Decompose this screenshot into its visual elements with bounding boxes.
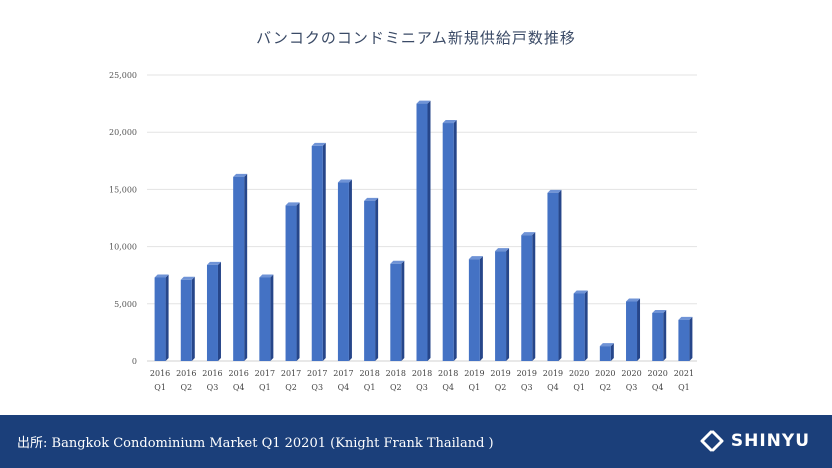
x-tick-year: 2016 [202,369,222,378]
bar [154,274,169,361]
y-tick-label: 25,000 [109,71,137,80]
bar [311,142,326,361]
x-tick-quarter: Q2 [390,383,402,392]
bar [259,274,274,361]
x-tick-year: 2020 [569,369,589,378]
bar [206,261,221,361]
x-tick-quarter: Q1 [259,383,271,392]
x-tick-quarter: Q1 [364,383,376,392]
bar [180,276,195,361]
bar [599,343,614,361]
x-tick-quarter: Q2 [285,383,297,392]
x-tick-quarter: Q2 [600,383,612,392]
x-tick-year: 2017 [307,369,327,378]
x-tick-quarter: Q3 [207,383,219,392]
bar [233,173,248,361]
source-note: 出所: Bangkok Condominium Market Q1 20201 … [17,436,494,451]
bar [285,202,300,361]
x-tick-quarter: Q3 [416,383,428,392]
y-axis-ticks: 0 5,000 10,000 15,000 20,000 25,000 [109,71,137,366]
x-tick-quarter: Q2 [180,383,192,392]
chart-title: バンコクのコンドミニアム新規供給戸数推移 [256,29,576,47]
x-tick-year: 2019 [464,369,484,378]
bar [416,100,431,361]
x-tick-year: 2018 [438,369,458,378]
x-tick-quarter: Q1 [469,383,481,392]
x-tick-year: 2018 [412,369,432,378]
bar [626,298,641,361]
x-tick-year: 2017 [333,369,353,378]
bars [154,100,693,361]
bar [364,197,379,361]
x-tick-quarter: Q1 [154,383,166,392]
bar [678,316,693,361]
x-tick-quarter: Q1 [573,383,585,392]
bar [468,256,483,361]
x-tick-quarter: Q2 [495,383,507,392]
x-tick-year: 2016 [176,369,196,378]
y-tick-label: 20,000 [109,128,137,137]
logo-text: SHINYU [730,431,810,451]
x-tick-year: 2020 [648,369,668,378]
x-tick-quarter: Q4 [547,383,559,392]
bar [573,290,588,361]
y-tick-label: 0 [132,357,137,366]
x-tick-year: 2016 [150,369,170,378]
x-tick-quarter: Q1 [678,383,690,392]
x-tick-quarter: Q4 [233,383,245,392]
x-tick-quarter: Q3 [311,383,323,392]
bar [652,309,667,361]
bar [442,120,457,361]
footer-bar: 出所: Bangkok Condominium Market Q1 20201 … [0,415,832,468]
y-tick-label: 10,000 [109,243,137,252]
y-tick-label: 5,000 [114,300,137,309]
x-tick-year: 2019 [517,369,537,378]
x-tick-year: 2018 [386,369,406,378]
bar [337,179,352,361]
x-tick-year: 2017 [255,369,275,378]
x-tick-year: 2017 [281,369,301,378]
bar [495,248,510,361]
x-tick-quarter: Q4 [442,383,454,392]
x-tick-year: 2021 [674,369,694,378]
x-tick-quarter: Q4 [338,383,350,392]
x-tick-year: 2016 [228,369,248,378]
x-axis-ticks: 2016 Q1 2016 Q2 2016 Q3 2016 Q4 2017 Q1 2017 Q2 2017… [150,369,694,392]
x-tick-year: 2020 [595,369,615,378]
x-tick-year: 2018 [359,369,379,378]
logo-mark-icon [700,430,724,452]
brand-logo: SHINYU [699,430,810,452]
x-tick-quarter: Q3 [521,383,533,392]
y-tick-label: 15,000 [109,185,137,194]
x-tick-quarter: Q4 [652,383,664,392]
bar [521,232,536,361]
x-tick-year: 2019 [490,369,510,378]
x-tick-year: 2020 [621,369,641,378]
x-tick-year: 2019 [543,369,563,378]
bar [547,189,562,361]
bar [390,260,405,361]
x-tick-quarter: Q3 [626,383,638,392]
